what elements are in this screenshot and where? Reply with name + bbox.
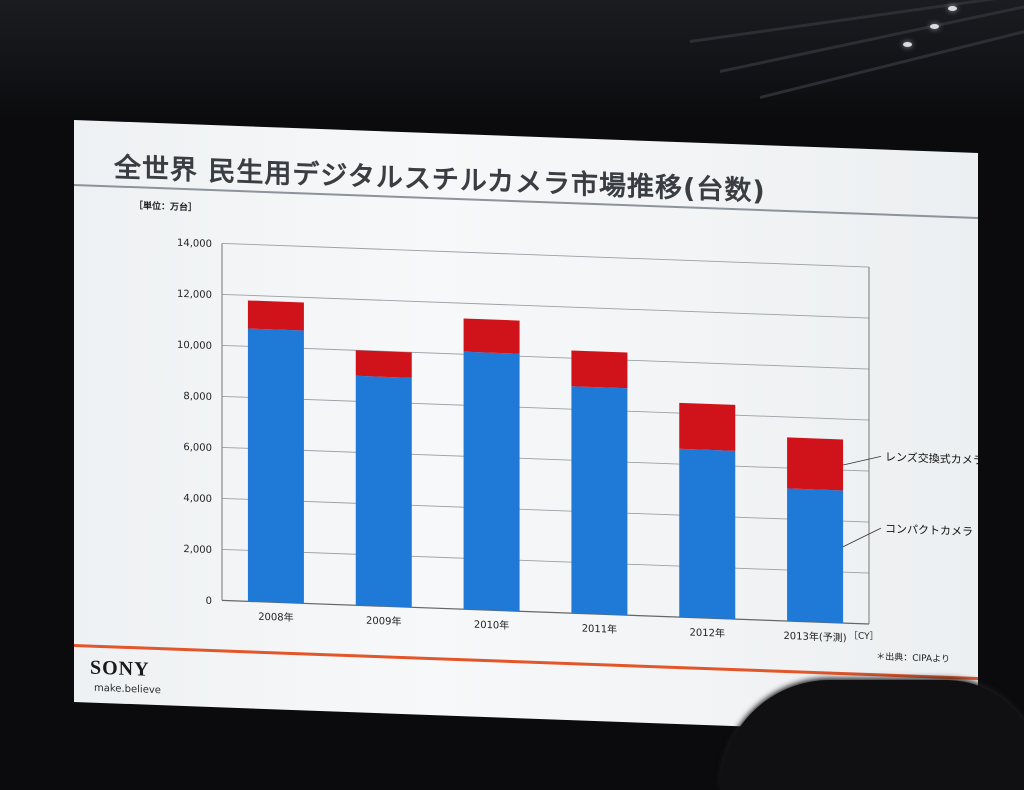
source-note: ＊出典：CIPAより <box>876 652 950 665</box>
legend-label-interchangeable: レンズ交換式カメラ <box>885 450 978 468</box>
gridlines <box>221 242 870 625</box>
bar-compact <box>679 448 736 620</box>
bar-interchangeable <box>571 350 628 389</box>
y-tick-label: 4,000 <box>183 493 212 505</box>
legend-leader-line <box>842 527 882 548</box>
ceiling-spotlight-icon <box>948 6 957 11</box>
bar-compact <box>247 328 304 604</box>
unit-label: ［単位：万台］ <box>134 199 197 213</box>
x-tick-label: 2013年(予測) <box>783 629 846 644</box>
x-axis-unit-label: ［CY］ <box>849 630 879 642</box>
x-tick-label: 2012年 <box>690 625 725 639</box>
bars <box>247 300 844 624</box>
y-axis-tick-labels: 0 2,000 4,000 6,000 8,000 10,000 12,000 14,000 <box>177 238 212 607</box>
sony-logo: SONY <box>90 656 150 681</box>
x-tick-label: 2010年 <box>474 618 509 632</box>
gridline <box>222 242 869 268</box>
gridline <box>222 497 869 523</box>
bar-compact <box>571 386 628 616</box>
y-tick-label: 0 <box>206 596 212 607</box>
legend-label-compact: コンパクトカメラ <box>885 522 973 538</box>
y-tick-label: 14,000 <box>177 238 212 250</box>
gridline <box>222 446 869 472</box>
ceiling-spotlight-icon <box>903 42 912 47</box>
bar-compact <box>787 488 844 624</box>
ceiling-beam <box>759 28 1024 99</box>
x-tick-label: 2008年 <box>258 610 293 624</box>
bar-interchangeable <box>247 300 304 331</box>
bar-compact <box>463 351 520 612</box>
bar-interchangeable <box>679 402 736 451</box>
gridline <box>222 395 869 421</box>
y-tick-label: 12,000 <box>177 289 212 301</box>
x-tick-label: 2011年 <box>582 622 617 636</box>
x-tick-label: 2009年 <box>366 614 401 628</box>
bar-compact <box>355 375 412 608</box>
gridline <box>222 293 869 319</box>
y-tick-label: 2,000 <box>183 544 212 556</box>
sony-tagline: make.believe <box>94 682 161 697</box>
ceiling-beam <box>689 0 1024 43</box>
presentation-slide: 全世界 民生用デジタルスチルカメラ市場推移(台数) ［単位：万台］ ［CY］ 0… <box>74 120 978 735</box>
bar-interchangeable <box>463 318 520 354</box>
ceiling-spotlight-icon <box>930 24 939 29</box>
ceiling-background <box>0 0 1024 120</box>
y-tick-label: 8,000 <box>183 391 212 403</box>
y-tick-label: 6,000 <box>183 442 212 454</box>
y-tick-label: 10,000 <box>177 340 212 352</box>
stacked-bar-chart: ［単位：万台］ ［CY］ 0 2,000 4,000 6,000 8,000 10,000… <box>134 199 978 644</box>
x-axis-tick-labels: 2008年 2009年 2010年 2011年 2012年 2013年(予測) <box>258 610 847 644</box>
gridline <box>222 548 869 574</box>
gridline <box>222 599 869 625</box>
legend-leader-line <box>842 455 882 466</box>
bar-interchangeable <box>355 350 412 378</box>
bar-interchangeable <box>787 437 844 491</box>
gridline <box>222 344 869 370</box>
